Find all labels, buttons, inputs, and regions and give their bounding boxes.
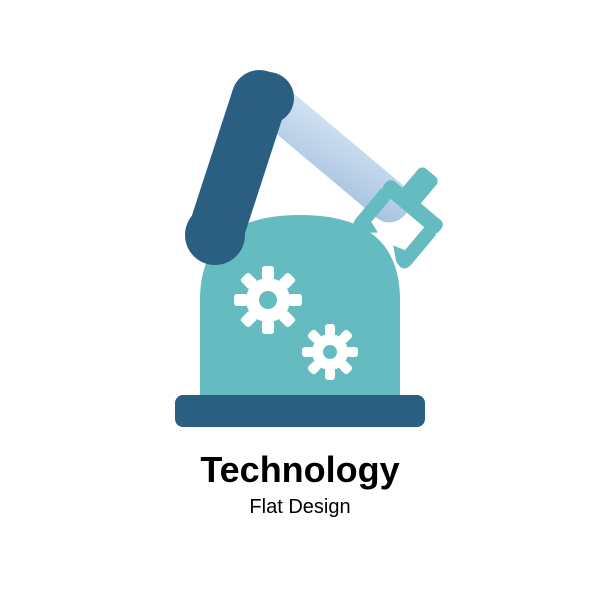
icon-card: Technology Flat Design [0, 0, 600, 600]
subtitle-text: Flat Design [200, 496, 399, 518]
label-block: Technology Flat Design [200, 450, 399, 518]
title-text: Technology [200, 450, 399, 490]
robot-arm-icon [0, 0, 600, 440]
